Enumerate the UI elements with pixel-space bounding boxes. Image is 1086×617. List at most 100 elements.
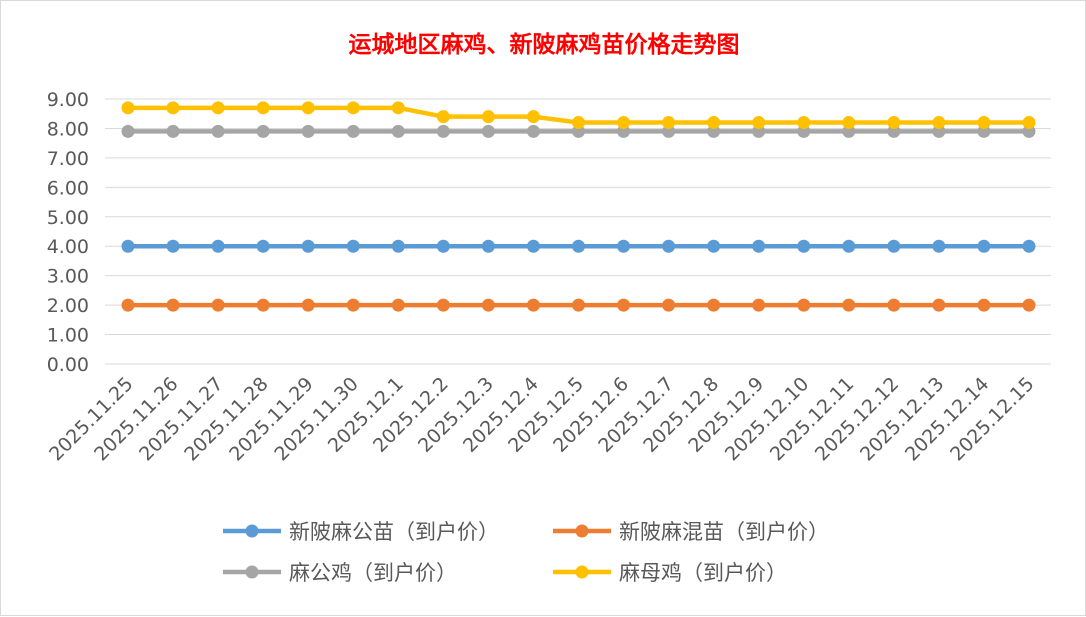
data-point — [1022, 239, 1036, 253]
data-point — [662, 239, 676, 253]
data-point — [301, 298, 315, 312]
x-axis-ticks: 2025.11.252025.11.262025.11.272025.11.28… — [45, 373, 1038, 465]
y-tick-label: 3.00 — [47, 266, 89, 288]
data-point — [211, 101, 225, 115]
y-axis-ticks: 0.00 1.00 2.00 3.00 4.00 5.00 6.00 7.00 8.00 9.00 — [47, 89, 89, 376]
chart-title: 运城地区麻鸡、新陂麻鸡苗价格走势图 — [349, 31, 740, 58]
data-point — [526, 124, 540, 138]
data-point — [256, 239, 270, 253]
data-point — [391, 298, 405, 312]
series-layer — [121, 101, 1036, 312]
data-point — [932, 239, 946, 253]
data-point — [932, 116, 946, 130]
data-point — [121, 239, 135, 253]
data-point — [121, 101, 135, 115]
data-point — [797, 116, 811, 130]
data-point — [797, 298, 811, 312]
data-point — [1022, 116, 1036, 130]
legend-marker — [245, 524, 259, 538]
series-1 — [121, 239, 1036, 253]
data-point — [752, 116, 766, 130]
legend-item: 新陂麻公苗（到户价） — [223, 520, 499, 544]
data-point — [166, 101, 180, 115]
data-point — [842, 298, 856, 312]
data-point — [256, 124, 270, 138]
data-point — [166, 298, 180, 312]
data-point — [346, 239, 360, 253]
data-point — [436, 298, 450, 312]
legend: 新陂麻公苗（到户价） 新陂麻混苗（到户价） 麻公鸡（到户价） 麻母鸡（到户价） — [223, 520, 829, 585]
data-point — [977, 239, 991, 253]
legend-marker — [245, 565, 259, 579]
data-point — [842, 239, 856, 253]
data-point — [211, 124, 225, 138]
data-point — [256, 101, 270, 115]
data-point — [617, 298, 631, 312]
data-point — [526, 110, 540, 124]
gridlines — [105, 98, 1051, 365]
data-point — [797, 239, 811, 253]
legend-item: 新陂麻混苗（到户价） — [553, 520, 829, 544]
data-point — [526, 239, 540, 253]
legend-marker — [575, 565, 589, 579]
data-point — [211, 298, 225, 312]
y-tick-label: 4.00 — [47, 236, 89, 258]
data-point — [346, 101, 360, 115]
data-point — [887, 239, 901, 253]
data-point — [752, 298, 766, 312]
legend-item: 麻母鸡（到户价） — [553, 561, 787, 585]
data-point — [707, 239, 721, 253]
data-point — [842, 116, 856, 130]
data-point — [481, 110, 495, 124]
data-point — [572, 239, 585, 253]
data-point — [662, 298, 676, 312]
data-point — [887, 116, 901, 130]
data-point — [526, 298, 540, 312]
data-point — [391, 239, 405, 253]
data-point — [391, 101, 405, 115]
data-point — [481, 124, 495, 138]
data-point — [301, 101, 315, 115]
data-point — [707, 298, 721, 312]
legend-marker — [575, 524, 589, 538]
legend-label: 麻母鸡（到户价） — [619, 561, 787, 585]
legend-label: 麻公鸡（到户价） — [289, 561, 457, 585]
data-point — [572, 116, 585, 130]
data-point — [166, 239, 180, 253]
data-point — [391, 124, 405, 138]
y-tick-label: 8.00 — [47, 118, 89, 140]
data-point — [481, 298, 495, 312]
data-point — [707, 116, 721, 130]
data-point — [752, 239, 766, 253]
data-point — [1022, 298, 1036, 312]
data-point — [436, 124, 450, 138]
data-point — [436, 239, 450, 253]
legend-label: 新陂麻公苗（到户价） — [289, 520, 499, 544]
data-point — [977, 116, 991, 130]
y-tick-label: 1.00 — [47, 325, 89, 347]
data-point — [301, 124, 315, 138]
data-point — [121, 298, 135, 312]
data-point — [572, 298, 585, 312]
data-point — [436, 110, 450, 124]
data-point — [977, 298, 991, 312]
data-point — [662, 116, 676, 130]
data-point — [346, 298, 360, 312]
y-tick-label: 7.00 — [47, 148, 89, 170]
y-tick-label: 5.00 — [47, 207, 89, 229]
legend-item: 麻公鸡（到户价） — [223, 561, 457, 585]
data-point — [617, 116, 631, 130]
data-point — [617, 239, 631, 253]
data-point — [887, 298, 901, 312]
series-4 — [121, 101, 1036, 130]
y-tick-label: 2.00 — [47, 295, 89, 317]
data-point — [481, 239, 495, 253]
data-point — [301, 239, 315, 253]
data-point — [211, 239, 225, 253]
y-tick-label: 9.00 — [47, 89, 89, 111]
data-point — [932, 298, 946, 312]
data-point — [346, 124, 360, 138]
y-tick-label: 0.00 — [47, 354, 89, 376]
